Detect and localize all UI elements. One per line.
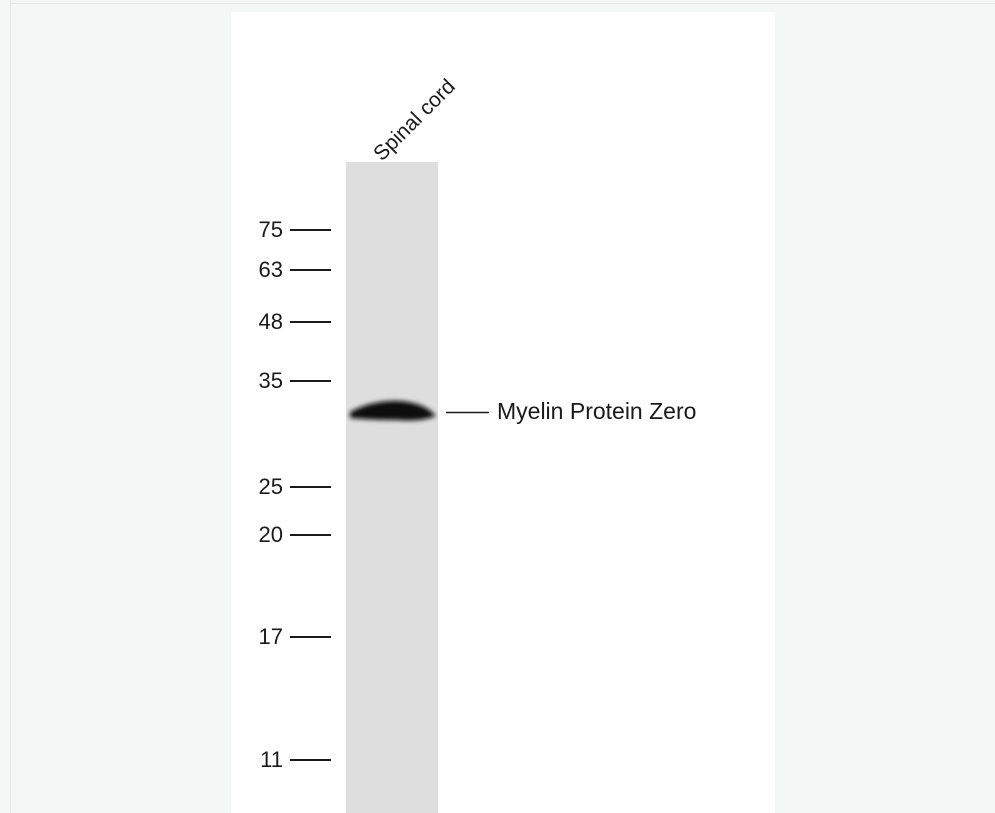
screenshot: Spinal cord 7563483525201711 Myelin Prot…	[0, 0, 995, 813]
lane	[346, 162, 438, 813]
marker-label: 20	[259, 522, 283, 547]
band-label: Myelin Protein Zero	[497, 398, 696, 424]
marker-label: 48	[259, 309, 283, 334]
marker-label: 75	[259, 217, 283, 242]
marker-label: 25	[259, 474, 283, 499]
page: Spinal cord 7563483525201711 Myelin Prot…	[0, 0, 995, 813]
marker-label: 17	[259, 624, 283, 649]
marker-label: 63	[259, 257, 283, 282]
marker-label: 35	[259, 368, 283, 393]
marker-label: 11	[260, 747, 283, 772]
